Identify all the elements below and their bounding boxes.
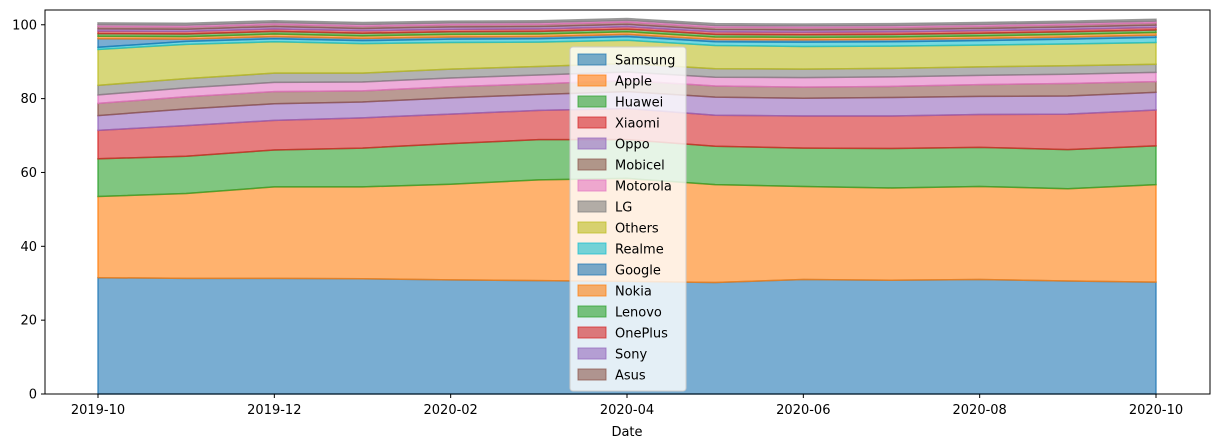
- legend-swatch-others: [577, 221, 607, 234]
- legend-label-oneplus: OnePlus: [615, 327, 668, 342]
- legend-label-realme: Realme: [615, 243, 664, 258]
- legend-label-huawei: Huawei: [615, 96, 663, 111]
- legend-swatch-samsung: [577, 53, 607, 66]
- legend-label-lg: LG: [615, 201, 632, 216]
- x-tick-label: 2020-04: [600, 403, 654, 418]
- legend-label-mobicel: Mobicel: [615, 159, 665, 174]
- legend-label-samsung: Samsung: [615, 54, 675, 69]
- legend-box: [569, 46, 687, 392]
- legend-label-sony: Sony: [615, 348, 647, 363]
- y-tick-label: 20: [20, 314, 37, 329]
- legend: Samsung Apple Huawei Xiaomi Oppo Mobicel Motor…: [569, 46, 687, 392]
- x-tick-label: 2020-08: [953, 403, 1007, 418]
- legend-label-asus: Asus: [615, 369, 646, 384]
- x-axis: 2019-10 2019-12 2020-02 2020-04 2020-06 2020-…: [71, 394, 1183, 418]
- legend-label-motorola: Motorola: [615, 180, 672, 195]
- x-tick-label: 2020-06: [776, 403, 830, 418]
- y-tick-label: 80: [20, 92, 37, 107]
- legend-label-google: Google: [615, 264, 661, 279]
- x-tick-label: 2020-10: [1129, 403, 1183, 418]
- legend-swatch-lenovo: [577, 305, 607, 318]
- legend-label-xiaomi: Xiaomi: [615, 117, 660, 132]
- y-tick-label: 60: [20, 166, 37, 181]
- area-unlabeled-17: [97, 17, 1157, 27]
- legend-swatch-oneplus: [577, 326, 607, 339]
- legend-swatch-sony: [577, 347, 607, 360]
- legend-swatch-motorola: [577, 179, 607, 192]
- x-tick-label: 2019-12: [247, 403, 301, 418]
- legend-swatch-realme: [577, 242, 607, 255]
- legend-label-apple: Apple: [615, 75, 652, 90]
- x-tick-label: 2019-10: [71, 403, 125, 418]
- legend-swatch-oppo: [577, 137, 607, 150]
- legend-label-nokia: Nokia: [615, 285, 652, 300]
- legend-label-oppo: Oppo: [615, 138, 650, 153]
- legend-swatch-apple: [577, 74, 607, 87]
- x-axis-title: Date: [611, 425, 642, 440]
- y-tick-label: 100: [12, 18, 37, 33]
- legend-label-others: Others: [615, 222, 659, 237]
- legend-label-lenovo: Lenovo: [615, 306, 662, 321]
- legend-swatch-google: [577, 263, 607, 276]
- legend-swatch-asus: [577, 368, 607, 381]
- legend-swatch-nokia: [577, 284, 607, 297]
- y-tick-label: 40: [20, 240, 37, 255]
- y-tick-label: 0: [29, 388, 37, 403]
- legend-swatch-xiaomi: [577, 116, 607, 129]
- legend-swatch-lg: [577, 200, 607, 213]
- y-axis: 0 20 40 60 80 100: [12, 18, 45, 403]
- legend-swatch-huawei: [577, 95, 607, 108]
- x-tick-label: 2020-02: [424, 403, 478, 418]
- legend-swatch-mobicel: [577, 158, 607, 171]
